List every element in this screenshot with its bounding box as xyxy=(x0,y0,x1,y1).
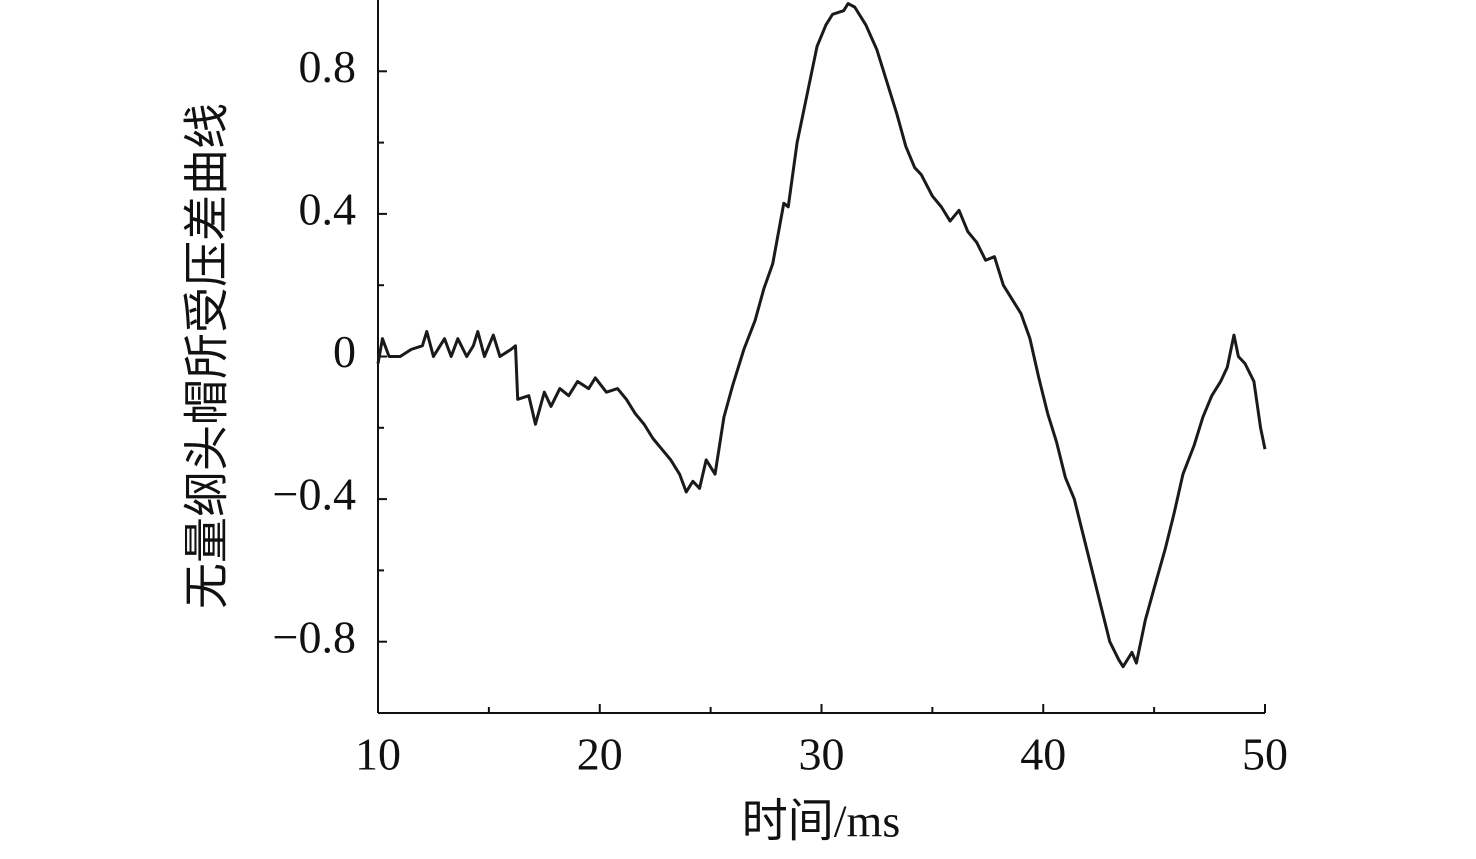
y-tick-label: 0.8 xyxy=(299,41,357,92)
y-tick-label: −0.8 xyxy=(273,611,356,662)
x-axis-label: 时间/ms xyxy=(742,796,900,847)
data-line xyxy=(376,2,1267,669)
x-tick-label: 20 xyxy=(577,729,623,780)
x-tick-label: 10 xyxy=(355,729,401,780)
y-tick-label: 0.4 xyxy=(299,183,357,234)
y-tick-label: 0 xyxy=(333,326,356,377)
x-tick-label: 50 xyxy=(1242,729,1288,780)
y-tick-label: −0.4 xyxy=(273,469,356,520)
y-axis-label: 无量纲头帽所受压差曲线 xyxy=(182,103,233,609)
x-tick-label: 30 xyxy=(799,729,845,780)
x-tick-label: 40 xyxy=(1020,729,1066,780)
